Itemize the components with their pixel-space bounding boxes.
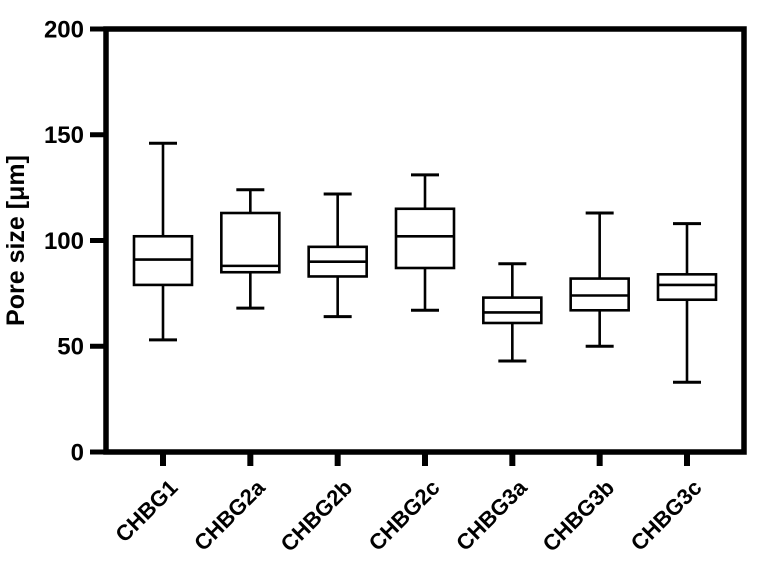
y-axis-ticks: 0 50 100 150 200 — [44, 16, 105, 466]
y-tick-label: 50 — [57, 334, 84, 361]
y-axis-title: Pore size [μm] — [2, 155, 30, 326]
iqr-box — [220, 211, 281, 274]
x-tick-label: CHBG2c — [364, 475, 445, 556]
x-tick-label: CHBG3b — [538, 475, 620, 557]
x-tick-label: CHBG3c — [626, 475, 707, 556]
y-tick-label: 100 — [44, 228, 84, 255]
x-tick-label: CHBG2b — [276, 475, 358, 557]
x-tick-label: CHBG3a — [451, 474, 532, 555]
x-tick-label: CHBG1 — [110, 475, 182, 547]
plot-frame — [103, 26, 747, 455]
iqr-box — [656, 273, 718, 302]
x-axis-ticks: CHBG1 CHBG2a CHBG2b CHBG2c CHBG3a CHBG3b CHBG3… — [110, 454, 707, 557]
iqr-box — [394, 207, 456, 270]
y-tick-label: 0 — [71, 439, 84, 466]
y-tick-label: 200 — [44, 16, 84, 43]
iqr-box — [482, 296, 543, 325]
x-tick-label: CHBG2a — [189, 474, 270, 555]
box-series — [132, 141, 718, 384]
y-tick-label: 150 — [44, 122, 84, 149]
